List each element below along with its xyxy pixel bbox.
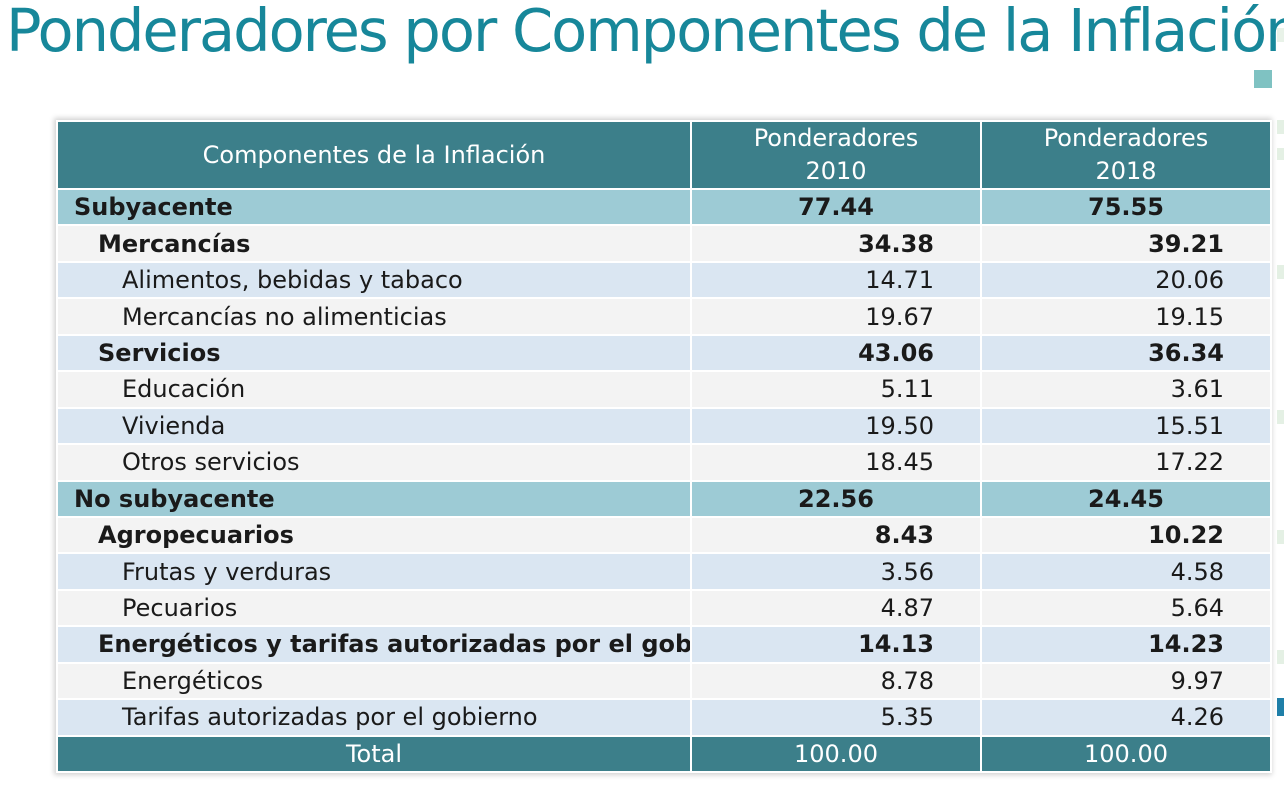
row-value-2010: 19.50	[690, 406, 982, 446]
row-name: Mercancías no alimenticias	[56, 297, 692, 336]
decor-square-light-4	[1277, 410, 1284, 424]
row-value-2010: 19.67	[690, 297, 982, 336]
row-name: Otros servicios	[56, 443, 692, 482]
row-value-2018: 9.97	[980, 661, 1272, 701]
header-2018-line2: 2018	[1095, 157, 1157, 185]
table-row: Alimentos, bebidas y tabaco 14.71 20.06	[56, 260, 1272, 300]
row-value-2018: 20.06	[980, 260, 1272, 300]
total-label: Total	[56, 734, 692, 774]
row-value-2010: 22.56	[690, 479, 982, 518]
row-name: No subyacente	[56, 479, 692, 518]
row-value-2010: 4.87	[690, 588, 982, 628]
header-2010-line2: 2010	[805, 157, 867, 185]
table-row: Energéticos y tarifas autorizadas por el…	[56, 625, 1272, 664]
row-value-2010: 5.11	[690, 370, 982, 409]
row-name: Pecuarios	[56, 588, 692, 628]
row-value-2010: 18.45	[690, 443, 982, 482]
row-name: Energéticos y tarifas autorizadas por el…	[56, 625, 692, 664]
row-value-2010: 14.13	[690, 625, 982, 664]
row-value-2018: 39.21	[980, 224, 1272, 263]
table-row: Educación 5.11 3.61	[56, 370, 1272, 409]
header-2018: Ponderadores 2018	[980, 120, 1272, 190]
decor-square-light-5	[1277, 530, 1284, 544]
table-row: No subyacente 22.56 24.45	[56, 479, 1272, 518]
row-value-2010: 43.06	[690, 333, 982, 373]
row-value-2018: 75.55	[980, 187, 1272, 227]
header-component: Componentes de la Inflación	[56, 120, 692, 190]
row-value-2018: 4.58	[980, 552, 1272, 591]
table-row: Pecuarios 4.87 5.64	[56, 588, 1272, 628]
decor-square-light-6	[1277, 650, 1284, 664]
table-row: Vivienda 19.50 15.51	[56, 406, 1272, 446]
row-name: Alimentos, bebidas y tabaco	[56, 260, 692, 300]
row-name: Servicios	[56, 333, 692, 373]
row-value-2018: 24.45	[980, 479, 1272, 518]
table-row: Tarifas autorizadas por el gobierno 5.35 4…	[56, 698, 1272, 737]
row-name: Frutas y verduras	[56, 552, 692, 591]
row-value-2010: 77.44	[690, 187, 982, 227]
table-row: Otros servicios 18.45 17.22	[56, 443, 1272, 482]
decor-square-light-1	[1277, 120, 1284, 134]
row-name: Agropecuarios	[56, 515, 692, 555]
row-value-2010: 3.56	[690, 552, 982, 591]
row-value-2018: 4.26	[980, 698, 1272, 737]
row-value-2018: 5.64	[980, 588, 1272, 628]
total-2018: 100.00	[980, 734, 1272, 774]
header-2010-line1: Ponderadores	[753, 124, 919, 152]
header-2010: Ponderadores 2010	[690, 120, 982, 190]
table-total-row: Total 100.00 100.00	[56, 734, 1272, 774]
row-value-2018: 36.34	[980, 333, 1272, 373]
table-row: Frutas y verduras 3.56 4.58	[56, 552, 1272, 591]
row-value-2018: 19.15	[980, 297, 1272, 336]
row-name: Subyacente	[56, 187, 692, 227]
page-title: Ponderadores por Componentes de la Infla…	[6, 0, 1284, 65]
row-name: Mercancías	[56, 224, 692, 263]
row-name: Energéticos	[56, 661, 692, 701]
row-value-2010: 5.35	[690, 698, 982, 737]
header-2018-line1: Ponderadores	[1043, 124, 1209, 152]
row-value-2018: 17.22	[980, 443, 1272, 482]
table-row: Mercancías 34.38 39.21	[56, 224, 1272, 263]
row-value-2018: 14.23	[980, 625, 1272, 664]
table-row: Mercancías no alimenticias 19.67 19.15	[56, 297, 1272, 336]
inflation-weights-table: Componentes de la Inflación Ponderadores…	[56, 120, 1272, 774]
row-name: Educación	[56, 370, 692, 409]
row-value-2018: 3.61	[980, 370, 1272, 409]
decor-square-light-2	[1277, 148, 1284, 160]
table-row: Servicios 43.06 36.34	[56, 333, 1272, 373]
table-row: Agropecuarios 8.43 10.22	[56, 515, 1272, 555]
decor-square-teal	[1254, 70, 1272, 88]
total-2010: 100.00	[690, 734, 982, 774]
table-header-row: Componentes de la Inflación Ponderadores…	[56, 120, 1272, 190]
table-row: Subyacente 77.44 75.55	[56, 187, 1272, 227]
inflation-weights-table-container: Componentes de la Inflación Ponderadores…	[56, 120, 1272, 774]
row-value-2010: 34.38	[690, 224, 982, 263]
row-name: Vivienda	[56, 406, 692, 446]
row-value-2010: 14.71	[690, 260, 982, 300]
row-value-2018: 15.51	[980, 406, 1272, 446]
row-name: Tarifas autorizadas por el gobierno	[56, 698, 692, 737]
row-value-2010: 8.78	[690, 661, 982, 701]
decor-square-blue	[1277, 698, 1284, 716]
table-row: Energéticos 8.78 9.97	[56, 661, 1272, 701]
decor-square-light-3	[1277, 265, 1284, 279]
decor-square-top	[1277, 28, 1284, 42]
row-value-2010: 8.43	[690, 515, 982, 555]
row-value-2018: 10.22	[980, 515, 1272, 555]
